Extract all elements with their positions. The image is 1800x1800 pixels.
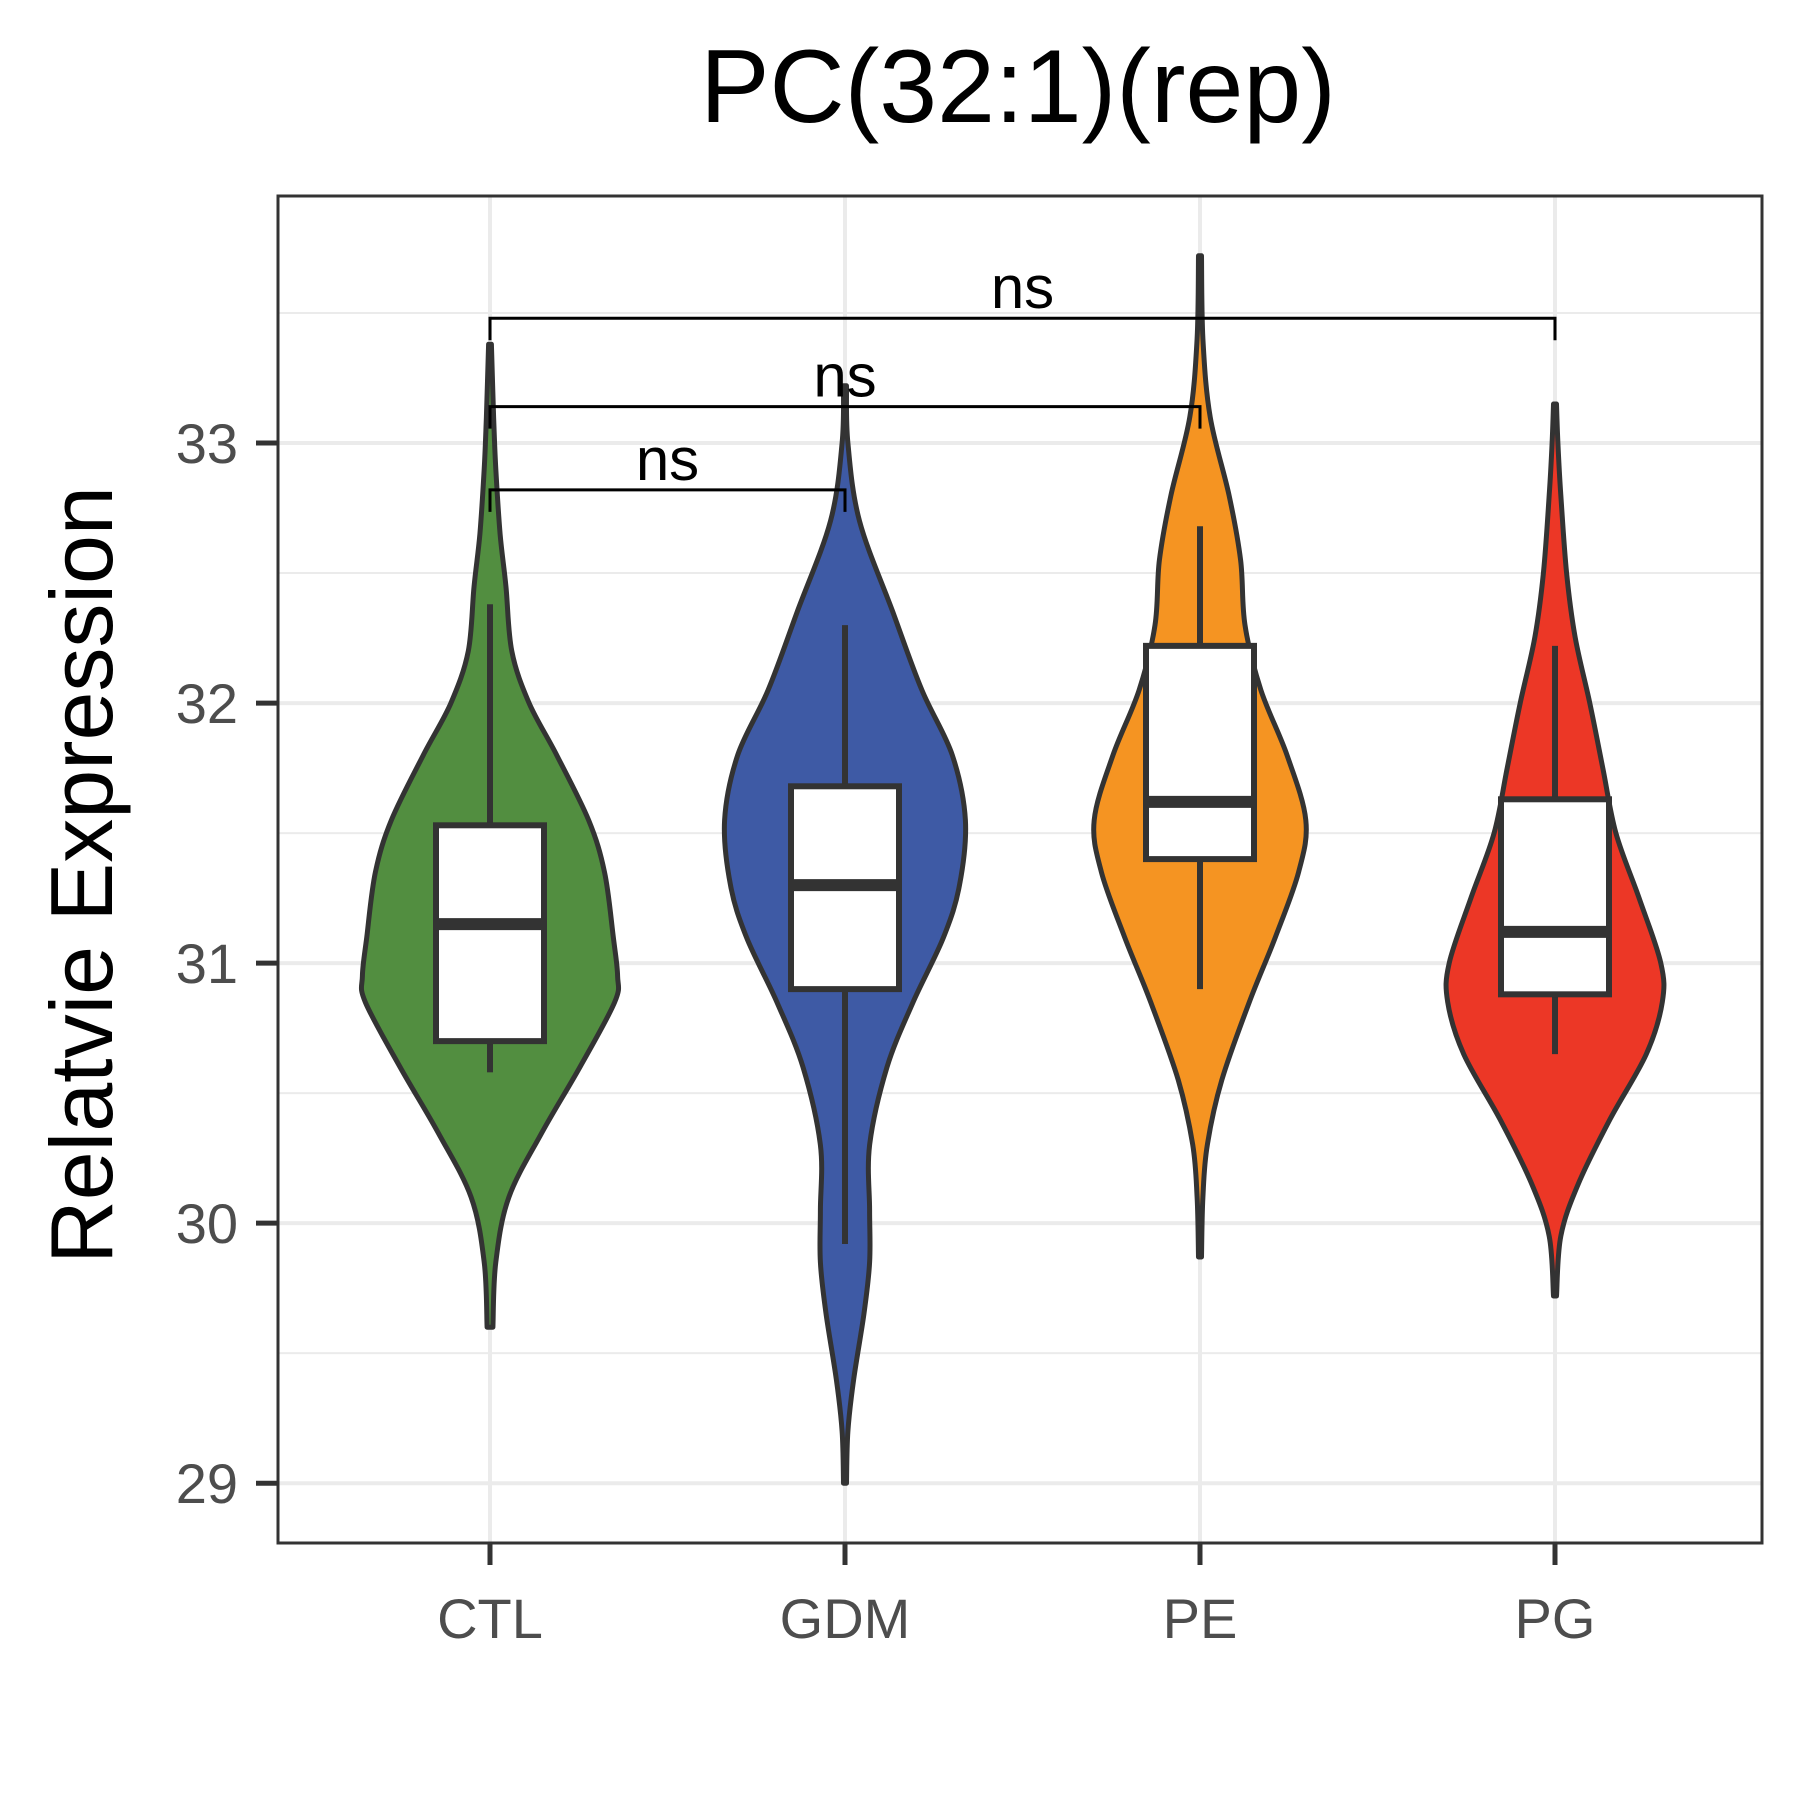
x-tick-label-ctl: CTL <box>437 1587 543 1650</box>
significance-label: ns <box>813 343 876 410</box>
bracket-ctl-pg <box>488 316 1557 341</box>
significance-brackets: ns ns ns <box>488 254 1557 512</box>
y-tick-label: 30 <box>176 1192 238 1255</box>
box-ctl <box>433 822 547 1045</box>
y-tick-label: 29 <box>176 1452 238 1515</box>
significance-label: ns <box>991 254 1054 321</box>
significance-label: ns <box>636 426 699 493</box>
violins <box>358 253 1667 1486</box>
boxplots <box>433 526 1612 1244</box>
x-tick-label-gdm: GDM <box>780 1587 911 1650</box>
y-tick-label: 32 <box>176 672 238 735</box>
y-tick-label: 33 <box>176 412 238 475</box>
y-axis-label: Relatvie Expression <box>32 486 131 1264</box>
x-axis: CTL GDM PE PG <box>437 1543 1595 1650</box>
y-axis: 29 30 31 32 33 <box>176 412 278 1515</box>
box-pe <box>1143 642 1257 863</box>
chart-title: PC(32:1)(rep) <box>700 29 1336 145</box>
box-pg <box>1498 796 1612 998</box>
bracket-ctl-pe <box>488 405 1202 429</box>
x-tick-label-pg: PG <box>1515 1587 1596 1650</box>
plot-panel-border <box>276 194 1764 1545</box>
bracket-ctl-gdm <box>488 488 847 512</box>
x-tick-label-pe: PE <box>1163 1587 1238 1650</box>
y-tick-label: 31 <box>176 932 238 995</box>
